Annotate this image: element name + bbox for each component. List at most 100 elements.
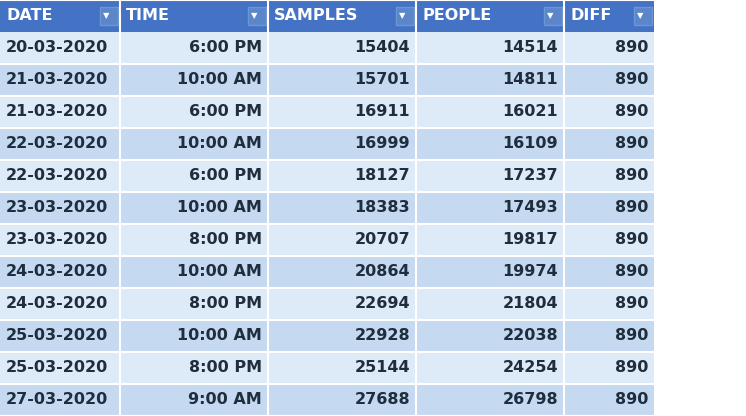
Text: SAMPLES: SAMPLES xyxy=(274,8,358,23)
Bar xyxy=(416,384,564,416)
Text: 890: 890 xyxy=(615,297,648,312)
Bar xyxy=(416,320,564,352)
Bar xyxy=(268,352,416,384)
Text: 10:00 AM: 10:00 AM xyxy=(177,136,262,151)
Text: 26798: 26798 xyxy=(502,393,558,408)
Text: 24254: 24254 xyxy=(502,361,558,376)
Text: 23-03-2020: 23-03-2020 xyxy=(6,233,108,248)
Bar xyxy=(564,96,654,128)
Text: 21-03-2020: 21-03-2020 xyxy=(6,104,108,119)
Text: ▼: ▼ xyxy=(547,12,554,20)
Text: 10:00 AM: 10:00 AM xyxy=(177,201,262,215)
Bar xyxy=(0,256,120,288)
Bar xyxy=(0,128,120,160)
Bar xyxy=(564,320,654,352)
Bar xyxy=(100,7,118,25)
Text: 890: 890 xyxy=(615,201,648,215)
Bar xyxy=(268,64,416,96)
Text: 18383: 18383 xyxy=(354,201,410,215)
Bar xyxy=(120,384,268,416)
Text: ▼: ▼ xyxy=(399,12,405,20)
Text: 22694: 22694 xyxy=(354,297,410,312)
Bar xyxy=(0,96,120,128)
Bar xyxy=(564,32,654,64)
Bar xyxy=(120,288,268,320)
Text: 20707: 20707 xyxy=(354,233,410,248)
Text: 25-03-2020: 25-03-2020 xyxy=(6,329,108,344)
Text: 890: 890 xyxy=(615,329,648,344)
Text: TIME: TIME xyxy=(126,8,170,23)
Text: 22928: 22928 xyxy=(354,329,410,344)
Bar xyxy=(0,288,120,320)
Bar xyxy=(120,64,268,96)
Bar xyxy=(120,32,268,64)
Bar xyxy=(248,7,266,25)
Text: 19974: 19974 xyxy=(502,265,558,280)
Bar xyxy=(416,352,564,384)
Text: 890: 890 xyxy=(615,265,648,280)
Bar xyxy=(416,0,564,32)
Bar xyxy=(564,0,654,32)
Bar xyxy=(0,32,120,64)
Text: 21-03-2020: 21-03-2020 xyxy=(6,72,108,87)
Bar xyxy=(416,224,564,256)
Text: 15701: 15701 xyxy=(354,72,410,87)
Bar xyxy=(120,128,268,160)
Text: 890: 890 xyxy=(615,104,648,119)
Bar xyxy=(0,224,120,256)
Text: 10:00 AM: 10:00 AM xyxy=(177,329,262,344)
Text: 890: 890 xyxy=(615,72,648,87)
Bar xyxy=(268,256,416,288)
Text: 19817: 19817 xyxy=(502,233,558,248)
Bar xyxy=(120,160,268,192)
Text: DATE: DATE xyxy=(6,8,52,23)
Text: 18127: 18127 xyxy=(354,168,410,183)
Bar xyxy=(634,7,652,25)
Bar xyxy=(0,352,120,384)
Text: 15404: 15404 xyxy=(354,40,410,55)
Text: 890: 890 xyxy=(615,40,648,55)
Bar xyxy=(0,192,120,224)
Text: 14514: 14514 xyxy=(502,40,558,55)
Text: DIFF: DIFF xyxy=(570,8,612,23)
Bar xyxy=(564,64,654,96)
Text: 890: 890 xyxy=(615,393,648,408)
Text: 890: 890 xyxy=(615,233,648,248)
Bar xyxy=(396,7,414,25)
Bar xyxy=(268,0,416,32)
Text: 23-03-2020: 23-03-2020 xyxy=(6,201,108,215)
Text: ▼: ▼ xyxy=(103,12,109,20)
Bar xyxy=(268,160,416,192)
Bar xyxy=(120,224,268,256)
Bar xyxy=(268,224,416,256)
Bar xyxy=(120,352,268,384)
Text: PEOPLE: PEOPLE xyxy=(422,8,492,23)
Bar xyxy=(0,160,120,192)
Text: 10:00 AM: 10:00 AM xyxy=(177,72,262,87)
Text: ▼: ▼ xyxy=(637,12,643,20)
Bar xyxy=(416,128,564,160)
Text: 21804: 21804 xyxy=(502,297,558,312)
Bar xyxy=(416,256,564,288)
Bar xyxy=(416,32,564,64)
Text: 17493: 17493 xyxy=(502,201,558,215)
Text: 890: 890 xyxy=(615,361,648,376)
Bar xyxy=(416,160,564,192)
Text: 22038: 22038 xyxy=(502,329,558,344)
Text: 16999: 16999 xyxy=(354,136,410,151)
Bar xyxy=(120,320,268,352)
Bar xyxy=(268,288,416,320)
Text: 22-03-2020: 22-03-2020 xyxy=(6,136,108,151)
Bar xyxy=(564,288,654,320)
Text: 24-03-2020: 24-03-2020 xyxy=(6,265,108,280)
Text: 8:00 PM: 8:00 PM xyxy=(189,361,262,376)
Text: 27688: 27688 xyxy=(354,393,410,408)
Text: 6:00 PM: 6:00 PM xyxy=(189,104,262,119)
Text: 16911: 16911 xyxy=(354,104,410,119)
Text: 8:00 PM: 8:00 PM xyxy=(189,297,262,312)
Bar xyxy=(416,96,564,128)
Text: 6:00 PM: 6:00 PM xyxy=(189,168,262,183)
Text: 24-03-2020: 24-03-2020 xyxy=(6,297,108,312)
Bar xyxy=(564,128,654,160)
Bar xyxy=(564,224,654,256)
